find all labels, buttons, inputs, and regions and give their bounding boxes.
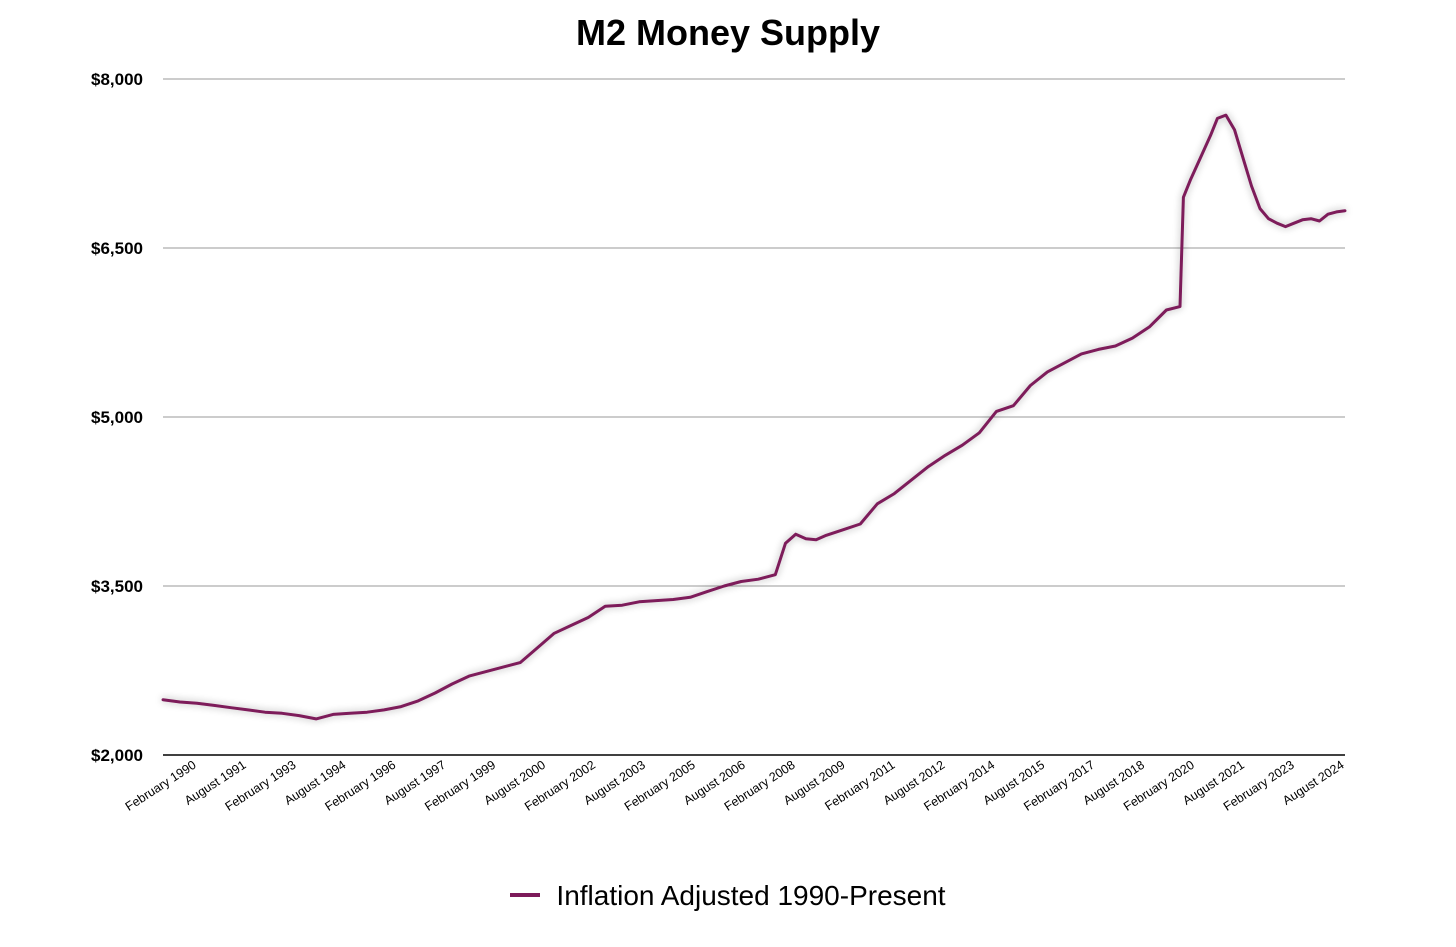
series-line — [161, 113, 1347, 721]
y-axis: $2,000 $3,500 $5,000 $6,500 $8,000 — [91, 70, 143, 765]
y-tick-label: $2,000 — [91, 746, 143, 765]
y-tick-label: $3,500 — [91, 577, 143, 596]
y-tick-label: $6,500 — [91, 239, 143, 258]
y-tick-label: $5,000 — [91, 408, 143, 427]
legend: Inflation Adjusted 1990-Present — [0, 880, 1456, 912]
chart-title: M2 Money Supply — [575, 12, 881, 53]
y-tick-label: $8,000 — [91, 70, 143, 89]
grid-lines — [163, 78, 1345, 756]
legend-swatch — [510, 892, 541, 897]
legend-label: Inflation Adjusted 1990-Present — [556, 880, 946, 911]
series-layer — [161, 113, 1347, 721]
